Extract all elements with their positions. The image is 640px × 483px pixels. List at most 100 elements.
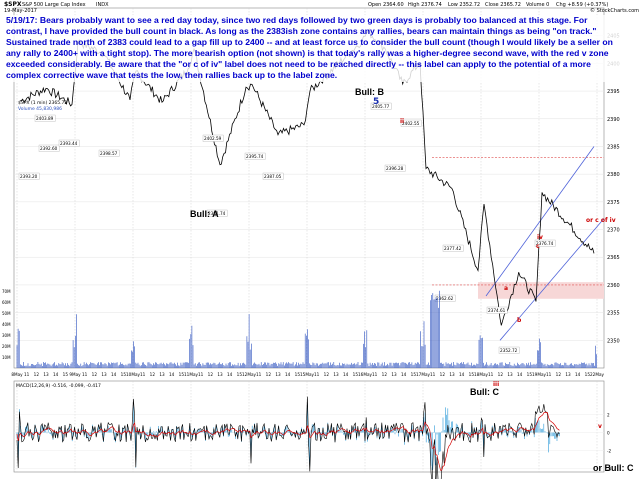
price-annotation-label: 2395.74 [246,154,264,159]
price-annotation-label: 2381.74 [208,211,226,216]
price-annotation-label: 2362.62 [436,296,454,301]
x-tick-label: 13 [507,372,513,377]
price-tick-label: 2385 [607,144,620,150]
volume-tick-label: 10M [2,355,11,360]
volume-tick-label: 20M [2,344,11,349]
x-tick-label: 13 [449,372,455,377]
x-tick-label: 8May [11,372,23,377]
x-tick-label: 14 [343,372,349,377]
x-tick-label: 16May [358,372,373,377]
x-tick-label: 14 [401,372,407,377]
x-tick-label: 11May [184,372,199,377]
price-annotation-box [206,209,228,217]
price-tick-label: 2355 [607,311,620,317]
volume-tick-label: 40M [2,322,11,327]
volume-legend-label: Volume 45,830,986 [18,106,62,112]
price-tick-label: 2390 [607,117,620,123]
date-label: 19-May-2017 [4,8,37,14]
x-tick-label: 14 [227,372,233,377]
x-tick-label: 14 [459,372,465,377]
price-annotation-box [498,346,520,354]
low-label: Low 2352.72 [448,2,481,8]
x-tick-label: 15 [527,372,533,377]
macd-legend-label: MACD(12,26,9) -0.516, -0.099, -0.417 [16,383,101,389]
price-annotation-box [400,119,422,127]
wave-v-label: v [598,423,602,430]
x-tick-label: 11 [546,372,552,377]
x-tick-label: 15 [63,372,69,377]
wave-c-label: c [536,243,540,250]
x-tick-label: 15 [179,372,185,377]
price-annotation-label: 2402.55 [402,121,420,126]
x-tick-label: 17May [416,372,431,377]
x-tick-label: 10May [126,372,141,377]
x-tick-label: 11 [82,372,88,377]
x-tick-label: 15 [411,372,417,377]
price-annotation-label: 2392.60 [40,146,58,151]
price-annotation-label: 2352.72 [500,348,518,353]
x-tick-label: 12 [34,372,40,377]
x-tick-label: 11 [198,372,204,377]
x-tick-label: 11 [140,372,146,377]
price-legend-label: $SPX (1 min) 2365.72 [18,100,67,106]
macd-tick-label: -2 [607,449,612,454]
high-label: High 2376.74 [408,2,442,8]
bull-a-label: Bull: A [190,209,219,219]
x-tick-label: 12 [92,372,98,377]
volume-tick-label: 60M [2,300,11,305]
x-tick-label: 12 [266,372,272,377]
price-annotation-label: 2377.42 [444,246,462,251]
x-tick-label: 12 [208,372,214,377]
open-label: Open 2364.60 [368,2,404,8]
price-annotation-box [38,144,60,152]
price-tick-label: 2350 [607,338,620,344]
price-annotation-box [434,294,456,302]
volume-bars [16,290,598,368]
macd-signal-line [16,412,560,471]
x-tick-label: 13 [333,372,339,377]
x-tick-label: 12 [440,372,446,377]
wave-ii-label: ii [400,118,404,125]
price-annotation-label: 2398.57 [100,151,118,156]
price-annotation-box [384,164,406,172]
x-tick-label: 13 [217,372,223,377]
or-bull-c-label: or Bull: C [593,463,634,473]
price-annotation-label: 2403.89 [36,116,54,121]
x-tick-label: 15 [469,372,475,377]
x-tick-label: 15 [237,372,243,377]
bull-b-label: Bull: B [355,87,384,97]
price-annotation-label: 2405.77 [372,104,390,109]
bull-c-label: Bull: C [470,387,499,397]
price-annotation-label: 2387.05 [264,174,282,179]
x-tick-label: 13 [101,372,107,377]
macd-line [16,396,560,483]
x-tick-label: 15 [353,372,359,377]
price-annotation-label: 2376.74 [536,241,554,246]
change-label: Chg +8.59 (+0.37%) [556,2,609,8]
price-tick-label: 2360 [607,283,620,289]
x-tick-label: 15May [300,372,315,377]
x-tick-label: 15 [585,372,591,377]
symbol-label: $SPX [4,1,22,8]
volume-tick-label: 50M [2,311,11,316]
volume-tick-label: 70M [2,289,11,294]
price-annotation-box [486,306,508,314]
price-annotation-label: 2374.61 [488,308,506,313]
x-tick-label: 14 [517,372,523,377]
price-annotation-box [534,239,556,247]
price-tick-label: 2395 [607,89,620,95]
volume-tick-label: 30M [2,333,11,338]
x-tick-label: 13 [565,372,571,377]
x-tick-label: 12 [324,372,330,377]
macd-tick-label: 2 [607,413,610,418]
x-tick-label: 15 [121,372,127,377]
x-tick-label: 12 [150,372,156,377]
x-tick-label: 11 [256,372,262,377]
price-annotation-box [262,172,284,180]
wave-b-label: b [517,317,522,324]
red-v-zone [478,282,604,299]
price-tick-label: 2365 [607,255,620,261]
price-annotation-label: 2393.44 [60,141,78,146]
price-annotation-label: 2393.20 [20,174,38,179]
